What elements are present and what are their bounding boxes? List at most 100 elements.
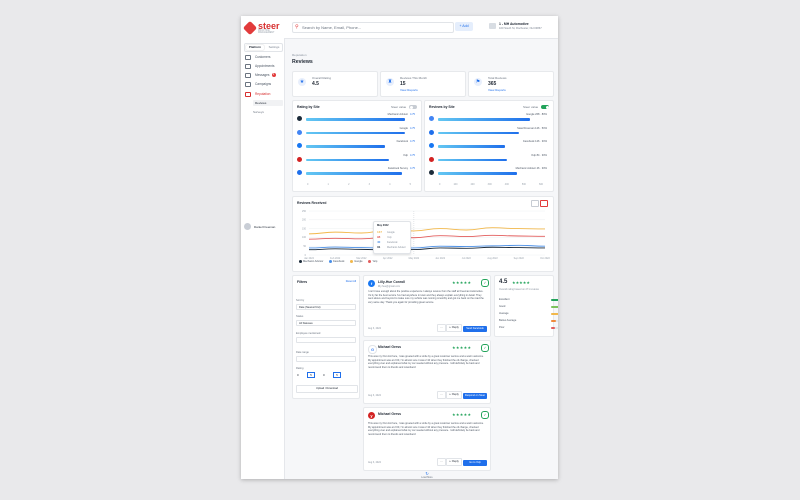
stat-value: 4.5 <box>312 81 319 87</box>
reply-button[interactable]: ↩ Reply <box>446 391 462 399</box>
sidebar-item-reputation[interactable]: Reputation <box>245 91 281 97</box>
review-cta-button[interactable]: Respond on Steer <box>463 393 487 399</box>
reply-button[interactable]: ↩ Reply <box>446 458 462 466</box>
y-tick-label: 250 <box>302 210 307 213</box>
logo-badge-icon <box>242 20 258 36</box>
tab-settings[interactable]: Settings <box>268 45 280 49</box>
load-more-label: Load More <box>421 476 433 479</box>
rating-bar-label: Mechanic Advisor <box>387 113 408 116</box>
legend-swatch <box>350 260 354 263</box>
add-button[interactable]: + Add <box>455 22 473 31</box>
message-icon <box>245 72 251 78</box>
rating-value-holder: 4.75 <box>409 113 415 116</box>
date-range-input[interactable] <box>296 356 356 362</box>
reviewer-name: Michael Gerss <box>378 412 401 416</box>
review-date: Aug 3, 2022 <box>368 461 381 464</box>
calendar-icon <box>245 63 251 69</box>
filters-panel: Filters Reset All Sort by Date (Newest f… <box>292 275 360 399</box>
rating-to-value: 0 <box>323 373 325 377</box>
x-tick-label: Oct 2022 <box>540 257 550 260</box>
reviews-bar-label: Google 268 · 80% <box>526 113 547 116</box>
site-icon <box>297 129 302 135</box>
reviews-bar <box>438 158 507 162</box>
sidebar-item-customers[interactable]: Customers <box>245 54 281 60</box>
sidebar-subitem-surveys[interactable]: Surveys <box>253 110 264 114</box>
reviews-row: Mechanic Advisor 46 · 30% <box>429 167 547 177</box>
stat-value: 365 <box>488 81 497 87</box>
reply-button[interactable]: ↩ Reply <box>446 324 462 332</box>
employee-select[interactable] <box>296 337 356 343</box>
status-select[interactable]: All Statuses <box>296 320 356 326</box>
rating-summary-card: 4.5 ★★★★★ Overall rating based on 271 re… <box>494 275 558 337</box>
axis-tick: 2 <box>348 183 350 186</box>
sidebar-item-label: Messages <box>255 73 270 77</box>
sidebar-subitem-reviews[interactable]: Reviews <box>253 100 283 106</box>
tab-platform[interactable]: Platform <box>246 45 264 50</box>
steer-logo[interactable]: steer PRACTICE MANAGEMENT <box>242 20 285 36</box>
trophy-icon: ♜ <box>386 78 394 86</box>
x-tick-label: Aug 2022 <box>487 257 498 260</box>
view-reports-link[interactable]: View Reports <box>488 88 506 92</box>
summary-bar <box>551 313 558 315</box>
chart-legend: Mechanic Advisor Facebook Google Yelp <box>299 260 382 263</box>
user-menu[interactable]: Daniel Freeman <box>244 223 281 231</box>
sidebar-item-appointments[interactable]: Appointments <box>245 63 281 69</box>
stat-card-total-reviews: ⚑ Total Reviews 365 View Reports <box>468 71 554 97</box>
axis-tick: 300 <box>487 183 492 186</box>
x-tick-label: May 2022 <box>409 257 420 260</box>
reviews-axis: 0 100 200 300 400 500 600 <box>439 183 543 186</box>
more-options-button[interactable]: … <box>437 324 446 332</box>
search-placeholder: Search by Name, Email, Phone... <box>302 25 362 30</box>
legend-label: Mechanic Advisor <box>303 260 324 264</box>
tag-icon: ⚑ <box>474 78 482 86</box>
store-name: 1 - MH Automotive <box>499 22 529 26</box>
sort-label: Sort by <box>296 299 305 302</box>
store-selector[interactable]: 1 - MH Automotive 100 South St, Rocheste… <box>489 21 555 33</box>
rating-to-box[interactable]: 5 <box>333 372 341 378</box>
steer-value-toggle[interactable] <box>409 105 417 109</box>
star-icon: ★ <box>298 78 306 86</box>
line-chart-icon[interactable] <box>540 200 548 207</box>
rating-from-box[interactable]: 5 <box>307 372 315 378</box>
check-icon: ✓ <box>481 344 489 352</box>
load-more-button[interactable]: ↻ Load More <box>417 471 437 479</box>
review-card: G Michael Gerss ★★★★★ ✓ This was my firs… <box>363 340 491 404</box>
breadcrumb[interactable]: Reputation <box>292 53 307 57</box>
rating-row: Google 4.75 <box>297 127 415 137</box>
reviews-row: Yelp 84 · 30% <box>429 154 547 164</box>
reset-all-link[interactable]: Reset All <box>345 280 356 283</box>
rating-axis: 0 1 2 3 4 5 <box>307 183 411 186</box>
more-options-button[interactable]: … <box>437 458 446 466</box>
view-reports-link[interactable]: View Reports <box>400 88 418 92</box>
rating-row: Facebook Survey 4.75 <box>297 167 415 177</box>
sidebar-item-messages[interactable]: Messages 2 <box>245 72 281 78</box>
summary-bar-fill <box>551 327 555 329</box>
summary-rating: 4.5 <box>499 279 508 285</box>
legend-item: Mechanic Advisor <box>299 260 323 263</box>
sidebar-item-label: Customers <box>255 55 271 59</box>
upload-download-button[interactable]: Upload / Download <box>296 385 358 393</box>
sort-select[interactable]: Date (Newest first) <box>296 304 356 310</box>
review-card: y Michael Gerss ★★★★★ ✓ This was my firs… <box>363 407 491 471</box>
axis-tick: 0 <box>439 183 441 186</box>
site-icon <box>429 116 434 121</box>
legend-swatch <box>329 260 333 263</box>
review-cta-button[interactable]: Send Facebook <box>463 326 487 332</box>
steer-value-toggle[interactable] <box>541 105 549 109</box>
sidebar-item-campaigns[interactable]: Campaigns <box>245 81 281 87</box>
more-options-button[interactable]: … <box>437 391 446 399</box>
reviewer-name: Michael Gerss <box>378 345 401 349</box>
reviews-bar-label: Mechanic Advisor 46 · 30% <box>515 167 547 170</box>
review-text: I can't rave enough about the positive e… <box>368 290 484 304</box>
app-window: steer PRACTICE MANAGEMENT ⚲ Search by Na… <box>241 16 558 479</box>
search-input[interactable]: ⚲ Search by Name, Email, Phone... <box>292 22 454 33</box>
axis-tick: 0 <box>307 183 309 186</box>
rating-bar-value: 4.75 <box>409 167 415 170</box>
rating-bar <box>306 158 390 162</box>
site-icon <box>297 170 302 175</box>
bar-chart-icon[interactable] <box>531 200 539 207</box>
star-outline-icon <box>245 91 251 97</box>
review-cta-button[interactable]: Go to Yelp <box>463 460 487 466</box>
steer-value-label: Steer value <box>391 105 407 109</box>
review-date: Aug 3, 2022 <box>368 327 381 330</box>
